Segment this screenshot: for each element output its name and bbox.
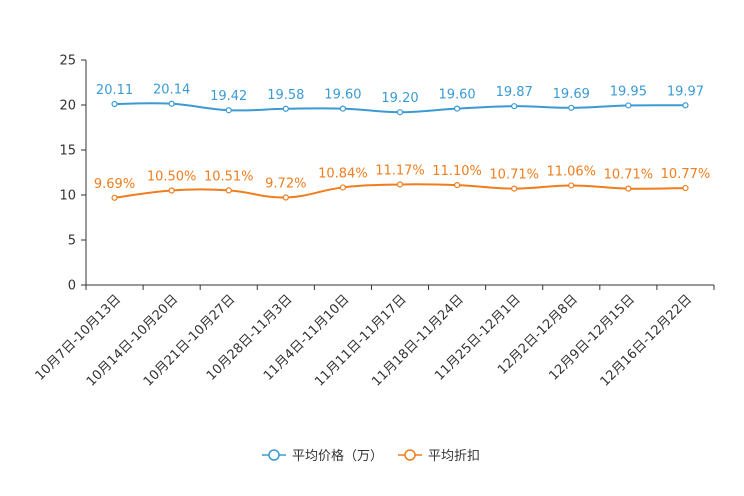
y-tick-label: 20 <box>59 99 76 114</box>
data-label: 11.10% <box>432 164 482 179</box>
data-label: 19.69 <box>553 87 590 102</box>
data-point <box>568 182 575 189</box>
data-label: 9.72% <box>265 177 306 192</box>
data-point <box>225 187 232 194</box>
data-point <box>111 100 118 108</box>
data-point <box>568 104 575 111</box>
data-point <box>625 185 632 192</box>
y-tick-label: 10 <box>59 189 76 204</box>
data-label: 20.11 <box>96 83 133 98</box>
data-point <box>168 187 175 194</box>
data-label: 19.97 <box>667 84 704 99</box>
data-label: 19.42 <box>210 89 247 104</box>
series-0: 20.11 20.14 19.42 19.58 19.60 19.20 19.60 19.87… <box>96 83 704 116</box>
y-axis: 0 5 10 15 20 25 <box>59 54 87 294</box>
legend-label: 平均折扣 <box>428 449 480 464</box>
legend-item-1: 平均折扣 <box>398 449 480 464</box>
data-point <box>396 181 404 188</box>
data-label: 19.87 <box>496 85 533 100</box>
y-tick-label: 25 <box>59 54 76 69</box>
y-tick-label: 5 <box>68 234 76 249</box>
data-label: 19.58 <box>267 88 304 103</box>
data-label: 19.20 <box>381 91 418 106</box>
data-point <box>396 109 404 116</box>
data-label: 10.50% <box>147 170 197 185</box>
x-axis: 10月7日-10月13日10月14日-10月20日10月21日-10月27日10… <box>33 284 715 390</box>
legend-item-0: 平均价格（万） <box>262 448 383 464</box>
data-point <box>225 107 232 114</box>
legend-marker <box>268 449 280 461</box>
data-point <box>625 102 632 109</box>
data-label: 20.14 <box>153 83 190 98</box>
data-point <box>511 185 518 192</box>
data-label: 10.77% <box>661 167 711 182</box>
data-label: 10.51% <box>204 169 254 184</box>
legend: 平均价格（万） 平均折扣 <box>262 448 480 464</box>
legend-label: 平均价格（万） <box>292 448 383 464</box>
data-point <box>168 100 175 107</box>
data-label: 11.06% <box>546 164 596 179</box>
data-point <box>682 184 689 192</box>
series-lines: 20.11 20.14 19.42 19.58 19.60 19.20 19.60 19.87… <box>94 83 710 201</box>
data-point <box>339 184 347 191</box>
data-point <box>111 194 118 201</box>
data-point <box>511 103 518 110</box>
y-tick-label: 15 <box>59 144 76 159</box>
data-point <box>282 194 289 201</box>
data-label: 10.84% <box>318 166 368 181</box>
data-label: 10.71% <box>489 168 539 183</box>
y-tick-label: 0 <box>68 279 76 294</box>
legend-marker <box>404 449 416 461</box>
data-label: 9.69% <box>94 177 135 192</box>
data-label: 19.95 <box>610 84 647 99</box>
data-label: 11.17% <box>375 163 425 178</box>
data-label: 10.71% <box>604 168 654 183</box>
data-point <box>682 102 689 109</box>
data-label: 19.60 <box>324 88 361 103</box>
data-point <box>453 182 461 189</box>
data-label: 19.60 <box>438 88 475 103</box>
data-point <box>453 105 461 112</box>
series-1: 9.69% 10.50% 10.51% 9.72% 10.84% 11.17% 11.10%… <box>94 163 711 201</box>
data-point <box>339 105 347 112</box>
data-point <box>282 105 289 112</box>
